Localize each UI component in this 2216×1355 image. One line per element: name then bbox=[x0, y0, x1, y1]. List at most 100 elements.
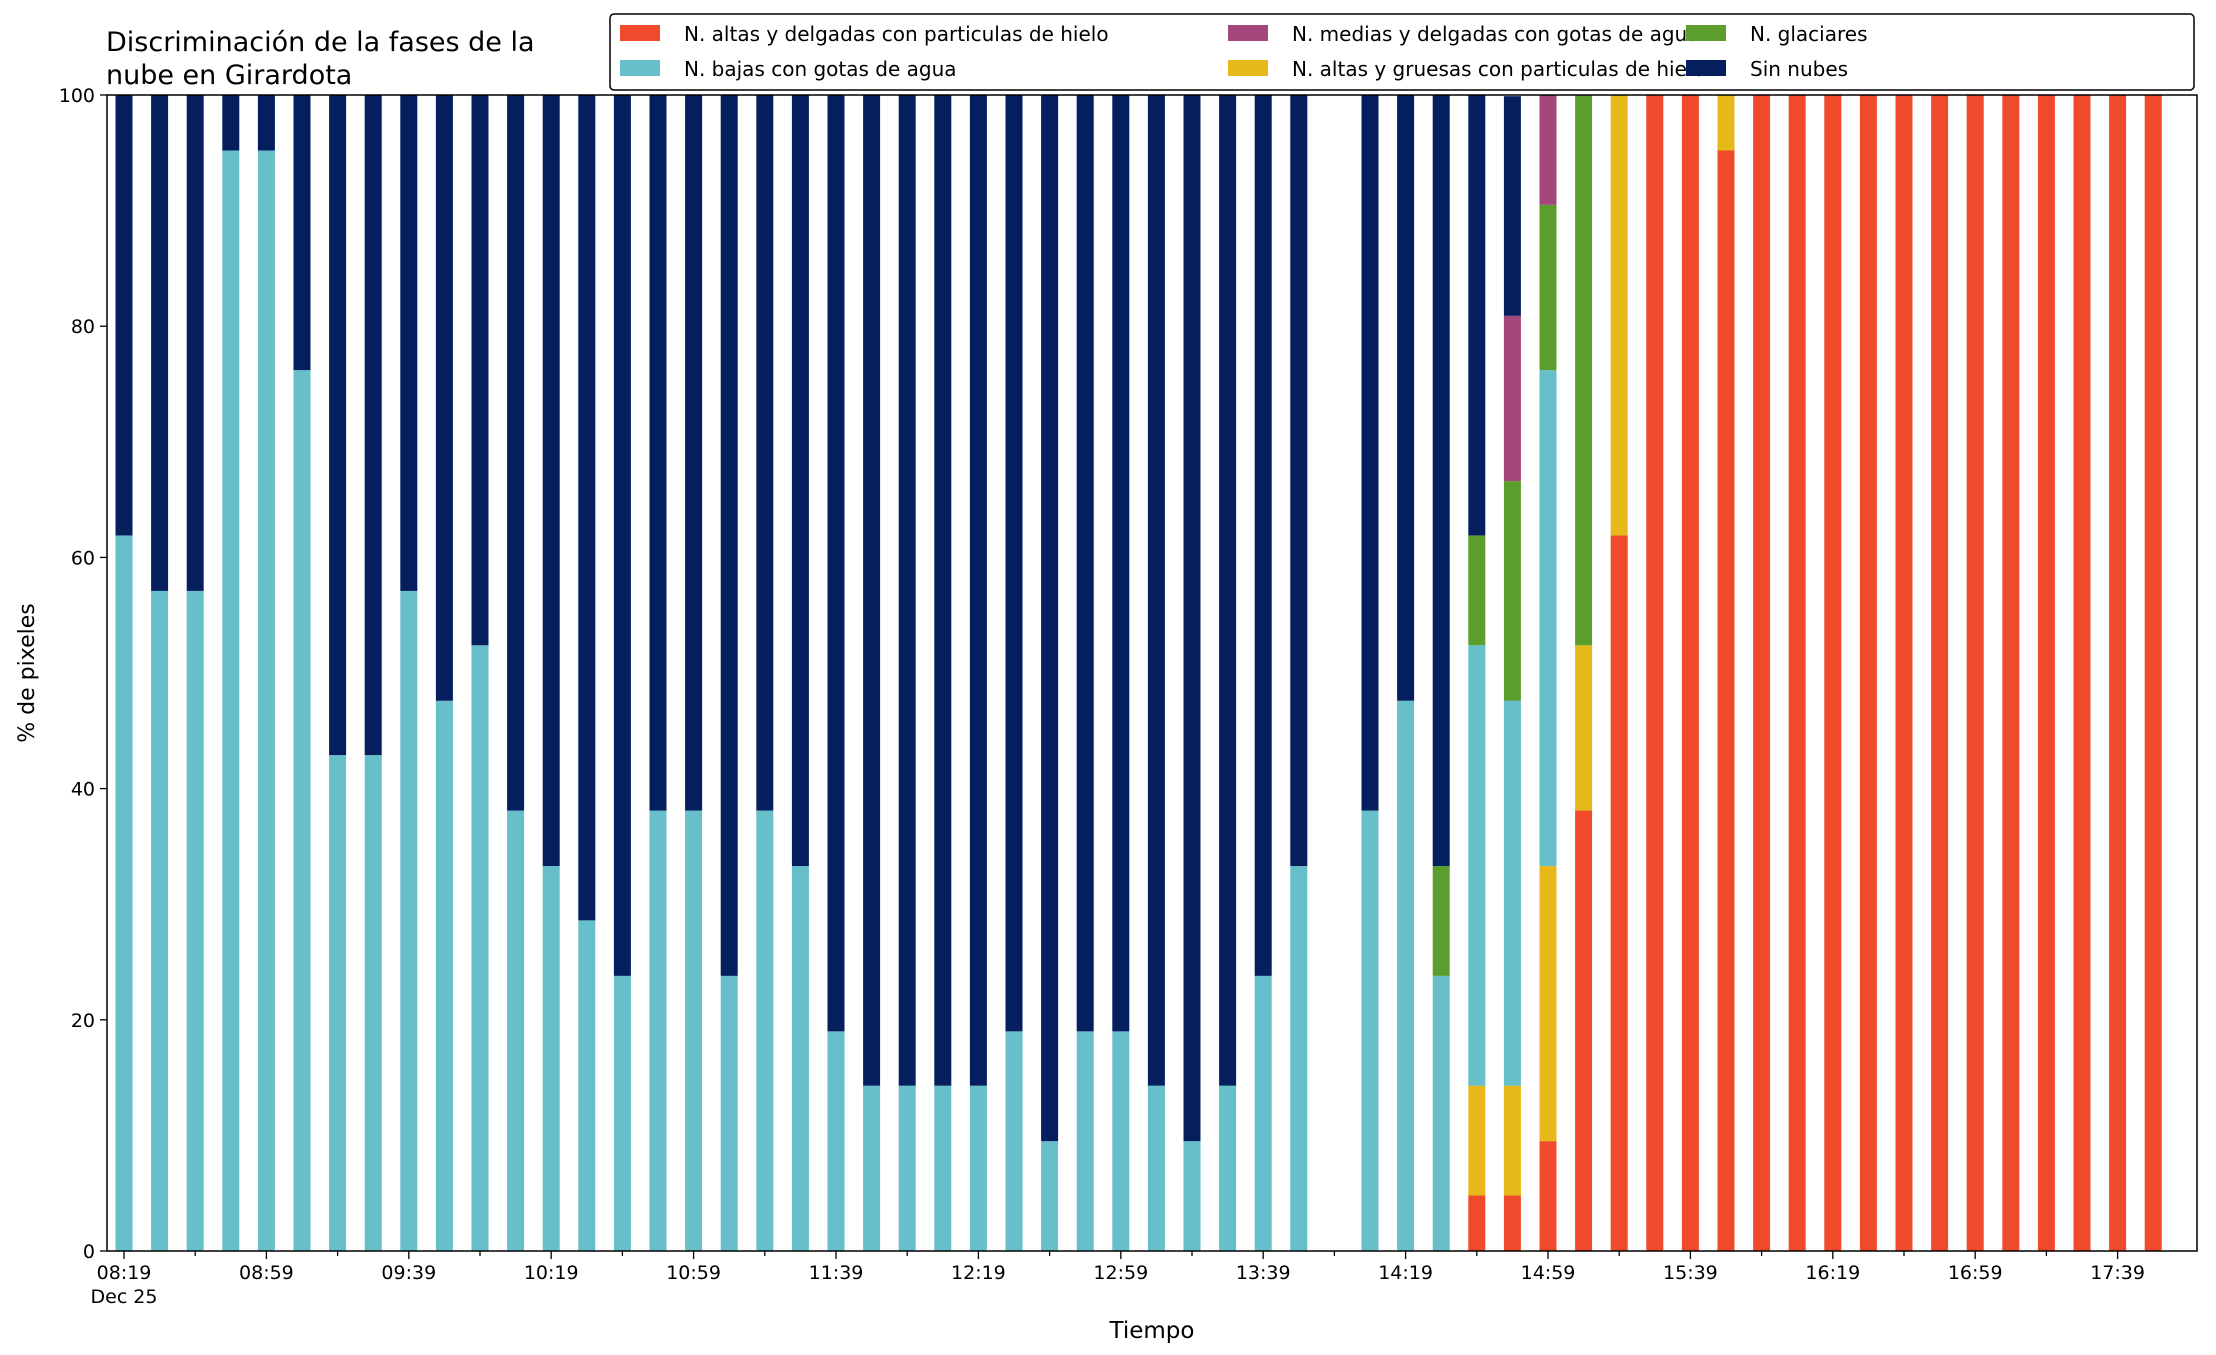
bar-segment bbox=[578, 920, 596, 1251]
legend-swatch bbox=[1686, 25, 1726, 41]
bar-segment bbox=[471, 645, 489, 1251]
x-axis-label: Tiempo bbox=[1109, 1318, 1195, 1344]
bar-segment bbox=[1397, 700, 1415, 1251]
bar-segment bbox=[1824, 95, 1842, 1251]
x-tick-label: 14:19 bbox=[1378, 1262, 1433, 1284]
bar-segment bbox=[364, 95, 382, 756]
bar-segment bbox=[1539, 95, 1557, 205]
bar-segment bbox=[1503, 315, 1521, 482]
x-tick-label: 10:19 bbox=[524, 1262, 579, 1284]
bar-segment bbox=[542, 866, 560, 1251]
chart-title-line-2: nube en Girardota bbox=[106, 60, 352, 91]
x-tick-label: 12:19 bbox=[951, 1262, 1006, 1284]
bar-segment bbox=[364, 755, 382, 1251]
bar-segment bbox=[1147, 95, 1165, 1086]
bar-segment bbox=[898, 95, 916, 1086]
bar-segment bbox=[1005, 95, 1023, 1032]
legend-label: N. altas y delgadas con particulas de hi… bbox=[684, 22, 1109, 46]
bar-segment bbox=[1539, 1141, 1557, 1251]
bar-segment bbox=[1503, 481, 1521, 701]
bar-segment bbox=[2109, 95, 2127, 1251]
bar-segment bbox=[685, 95, 703, 811]
bar-segment bbox=[2002, 95, 2020, 1251]
x-tick-label: 09:39 bbox=[381, 1262, 436, 1284]
legend-label: N. bajas con gotas de agua bbox=[684, 57, 957, 81]
bar-segment bbox=[115, 535, 133, 1251]
bar-segment bbox=[578, 95, 596, 921]
bar-segment bbox=[1183, 1141, 1201, 1251]
y-tick-label: 80 bbox=[71, 316, 95, 338]
bar-segment bbox=[1503, 700, 1521, 1086]
legend-label: N. medias y delgadas con gotas de agua bbox=[1292, 22, 1700, 46]
bar-segment bbox=[1468, 1195, 1486, 1251]
bar-segment bbox=[791, 95, 809, 867]
bar-segment bbox=[1859, 95, 1877, 1251]
x-tick-label: 16:19 bbox=[1805, 1262, 1860, 1284]
bar-segment bbox=[1575, 810, 1593, 1251]
bar-segment bbox=[257, 150, 275, 1252]
bar-segment bbox=[1717, 150, 1735, 1252]
bar-segment bbox=[1503, 96, 1521, 316]
legend-box bbox=[609, 13, 2195, 91]
bar-segment bbox=[1966, 95, 1984, 1251]
legend-label: N. glaciares bbox=[1750, 22, 1868, 46]
x-tick-label: 15:39 bbox=[1663, 1262, 1718, 1284]
bar-segment bbox=[863, 1085, 881, 1251]
bar-segment bbox=[2144, 95, 2162, 1251]
y-tick-label: 60 bbox=[71, 547, 95, 569]
x-tick-label: 08:19 bbox=[97, 1262, 152, 1284]
bar-segment bbox=[1254, 975, 1272, 1251]
bar-segment bbox=[1183, 95, 1201, 1142]
bar-segment bbox=[1290, 866, 1308, 1251]
bar-segment bbox=[1717, 95, 1735, 151]
bar-segment bbox=[1219, 95, 1237, 1086]
bar-segment bbox=[435, 700, 453, 1251]
bar-segment bbox=[1575, 645, 1593, 811]
x-tick-label: 13:39 bbox=[1236, 1262, 1291, 1284]
bar-segment bbox=[293, 95, 311, 371]
legend: N. altas y delgadas con particulas de hi… bbox=[609, 13, 2195, 91]
y-axis-label: % de pixeles bbox=[15, 603, 40, 742]
bar-segment bbox=[1005, 1031, 1023, 1251]
bar-segment bbox=[791, 866, 809, 1251]
bar-segment bbox=[329, 95, 347, 756]
bar-segment bbox=[1112, 95, 1130, 1032]
bar-segment bbox=[613, 95, 631, 976]
bar-segment bbox=[1112, 1031, 1130, 1251]
bar-segment bbox=[115, 95, 133, 536]
x-tick-label: 16:59 bbox=[1948, 1262, 2003, 1284]
bar-segment bbox=[827, 95, 845, 1032]
bar-segment bbox=[293, 370, 311, 1251]
bar-segment bbox=[969, 95, 987, 1086]
legend-label: Sin nubes bbox=[1750, 57, 1848, 81]
x-tick-label: 12:59 bbox=[1093, 1262, 1148, 1284]
bar-segment bbox=[827, 1031, 845, 1251]
legend-swatch bbox=[620, 25, 660, 41]
chart-title: Discriminación de la fases de la nube en… bbox=[106, 27, 535, 91]
bar-segment bbox=[1468, 535, 1486, 646]
bar-segment bbox=[1646, 95, 1664, 1251]
bar-segment bbox=[1931, 95, 1949, 1251]
bar-segment bbox=[2037, 95, 2055, 1251]
bar-segment bbox=[186, 590, 204, 1251]
bar-segment bbox=[934, 1085, 952, 1251]
x-tick-label: 08:59 bbox=[239, 1262, 294, 1284]
bar-segment bbox=[934, 95, 952, 1086]
bar-segment bbox=[435, 95, 453, 701]
x-tick-label: 14:59 bbox=[1521, 1262, 1576, 1284]
bar-segment bbox=[1432, 975, 1450, 1251]
bar-segment bbox=[1468, 95, 1486, 536]
bar-segment bbox=[471, 95, 489, 646]
bar-segment bbox=[1468, 1085, 1486, 1196]
bar-segment bbox=[1432, 866, 1450, 976]
bar-segment bbox=[1076, 95, 1094, 1032]
bar-segment bbox=[649, 95, 667, 811]
bar-segment bbox=[1503, 1085, 1521, 1196]
bar-segment bbox=[1895, 95, 1913, 1251]
bar-segment bbox=[400, 95, 418, 591]
bar-segment bbox=[1041, 95, 1059, 1142]
bar-segment bbox=[720, 975, 738, 1251]
bar-segment bbox=[257, 95, 275, 151]
legend-swatch bbox=[620, 60, 660, 76]
